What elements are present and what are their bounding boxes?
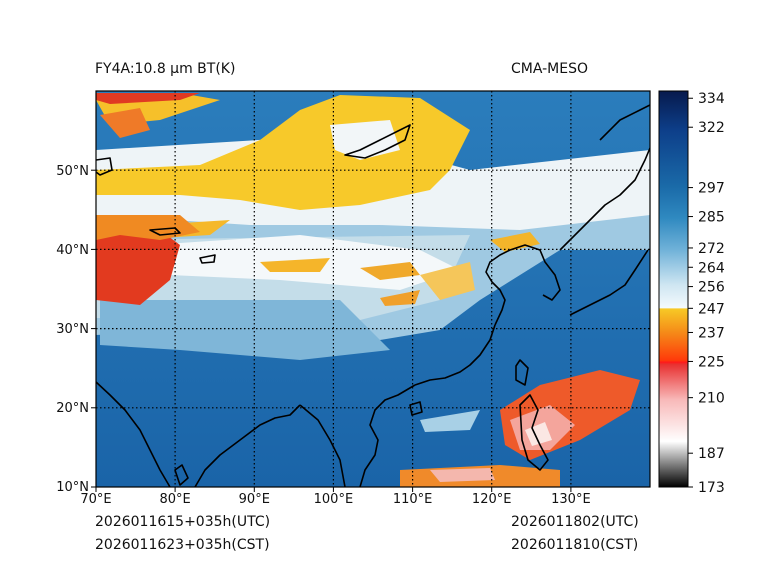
lon-label-120e: 120°E — [472, 492, 512, 507]
lat-label-50n: 50°N — [56, 164, 89, 179]
cloud-pink-south — [430, 468, 495, 482]
colorbar-tick-label: 334 — [698, 91, 725, 107]
coastline-hainan — [409, 401, 423, 416]
lat-label-10n: 10°N — [56, 480, 89, 495]
coastline-philippines — [519, 394, 549, 471]
coastline-korea — [509, 244, 561, 301]
valid-time-utc: 2026011802(UTC) — [511, 514, 639, 530]
coastline-bay-of-bengal — [194, 404, 301, 487]
colorbar-tick-label: 237 — [698, 325, 725, 341]
coastline-russia-east — [559, 147, 650, 251]
colorbar-tick-label: 322 — [698, 120, 725, 136]
sea-of-okhotsk-coast — [599, 104, 650, 141]
colorbar-tick-label: 173 — [698, 480, 725, 496]
lon-label-90e: 90°E — [239, 492, 270, 507]
cloud-red-north — [96, 93, 200, 104]
cloud-red-west — [96, 230, 180, 305]
lon-label-110e: 110°E — [393, 492, 433, 507]
lon-label-80e: 80°E — [159, 492, 190, 507]
cloud-yellow-5 — [360, 262, 420, 280]
lake-baikal — [344, 124, 411, 159]
coastline-taiwan — [515, 359, 529, 386]
colorbar-tick-label: 256 — [698, 280, 725, 296]
coastline-india-west — [96, 381, 171, 487]
lon-label-70e: 70°E — [80, 492, 111, 507]
lake-issyk — [199, 254, 216, 264]
coastline-china-east — [485, 249, 511, 326]
cloud-orange-nw — [100, 108, 150, 138]
cloud-yellow-6 — [380, 290, 420, 306]
init-time-cst: 2026011623+035h(CST) — [95, 537, 270, 553]
colorbar-tick-label: 247 — [698, 301, 725, 317]
coastline-china-south — [414, 324, 496, 386]
colorbar-tick-label: 210 — [698, 391, 725, 407]
colorbar-tick-label: 225 — [698, 354, 725, 370]
lat-label-20n: 20°N — [56, 401, 89, 416]
lat-label-40n: 40°N — [56, 243, 89, 258]
coastline-japan — [569, 249, 649, 316]
cloud-white-hole — [330, 120, 400, 160]
lat-label-30n: 30°N — [56, 322, 89, 337]
valid-time-cst: 2026011810(CST) — [511, 537, 639, 553]
model-name: CMA-MESO — [511, 61, 589, 77]
colorbar-tick-label: 272 — [698, 241, 725, 257]
map-title: FY4A:10.8 μm BT(K) — [95, 61, 236, 77]
map-frame — [95, 90, 651, 488]
lake-balkhash — [149, 227, 181, 236]
coastline-indochina — [359, 384, 416, 487]
colorbar-tick-label: 285 — [698, 210, 725, 226]
init-time-utc: 2026011615+035h(UTC) — [95, 514, 271, 530]
coastline-sri-lanka — [174, 464, 189, 486]
cloud-yellow-8 — [420, 262, 475, 300]
cloud-yellow-4 — [260, 258, 330, 272]
colorbar-tick-label: 264 — [698, 260, 725, 276]
lon-label-100e: 100°E — [314, 492, 354, 507]
coastline-myanmar — [299, 404, 346, 487]
cloud-streak-sea — [420, 410, 480, 432]
lon-label-130e: 130°E — [551, 492, 591, 507]
colorbar-tick-label: 297 — [698, 181, 725, 197]
tibet-blue — [100, 300, 390, 360]
colorbar-tick-label: 187 — [698, 446, 725, 462]
cloud-yellow-7 — [490, 232, 540, 252]
